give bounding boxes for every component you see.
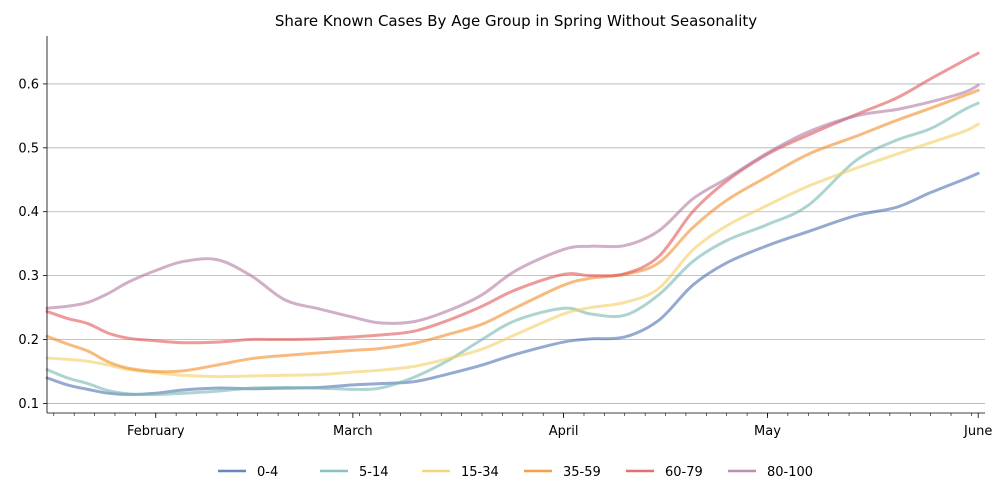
legend-label-15-34: 15-34 — [461, 465, 499, 480]
legend: 0-4 5-14 15-34 35-59 60-79 80-100 — [218, 465, 813, 480]
series-line-5-14 — [45, 101, 980, 397]
chart-title: Share Known Cases By Age Group in Spring… — [275, 12, 757, 30]
legend-label-5-14: 5-14 — [359, 465, 389, 480]
x-tick-label: June — [963, 424, 992, 439]
legend-label-80-100: 80-100 — [767, 465, 813, 480]
x-tick-label: February — [127, 424, 185, 439]
grid-lines — [47, 83, 985, 404]
series-line-35-59 — [45, 88, 980, 374]
series-line-80-100 — [45, 83, 980, 325]
y-tick-label: 0.1 — [18, 397, 39, 412]
y-tick-label: 0.4 — [18, 205, 39, 220]
series-lines — [45, 51, 980, 397]
y-tick-label: 0.2 — [18, 333, 39, 348]
series-line-0-4 — [45, 171, 980, 396]
y-tick-label: 0.6 — [18, 77, 39, 92]
series-line-60-79 — [45, 51, 980, 345]
legend-label-0-4: 0-4 — [257, 465, 278, 480]
y-tick-label: 0.3 — [18, 269, 39, 284]
x-tick-label: May — [754, 424, 781, 439]
legend-label-35-59: 35-59 — [563, 465, 601, 480]
legend-label-60-79: 60-79 — [665, 465, 703, 480]
y-tick-label: 0.5 — [18, 141, 39, 156]
series-line-15-34 — [45, 122, 980, 379]
x-tick-label: March — [333, 424, 373, 439]
axes: 0.1 0.2 0.3 0.4 0.5 0.6 February March April May J… — [18, 36, 992, 439]
x-tick-label: April — [549, 424, 579, 439]
